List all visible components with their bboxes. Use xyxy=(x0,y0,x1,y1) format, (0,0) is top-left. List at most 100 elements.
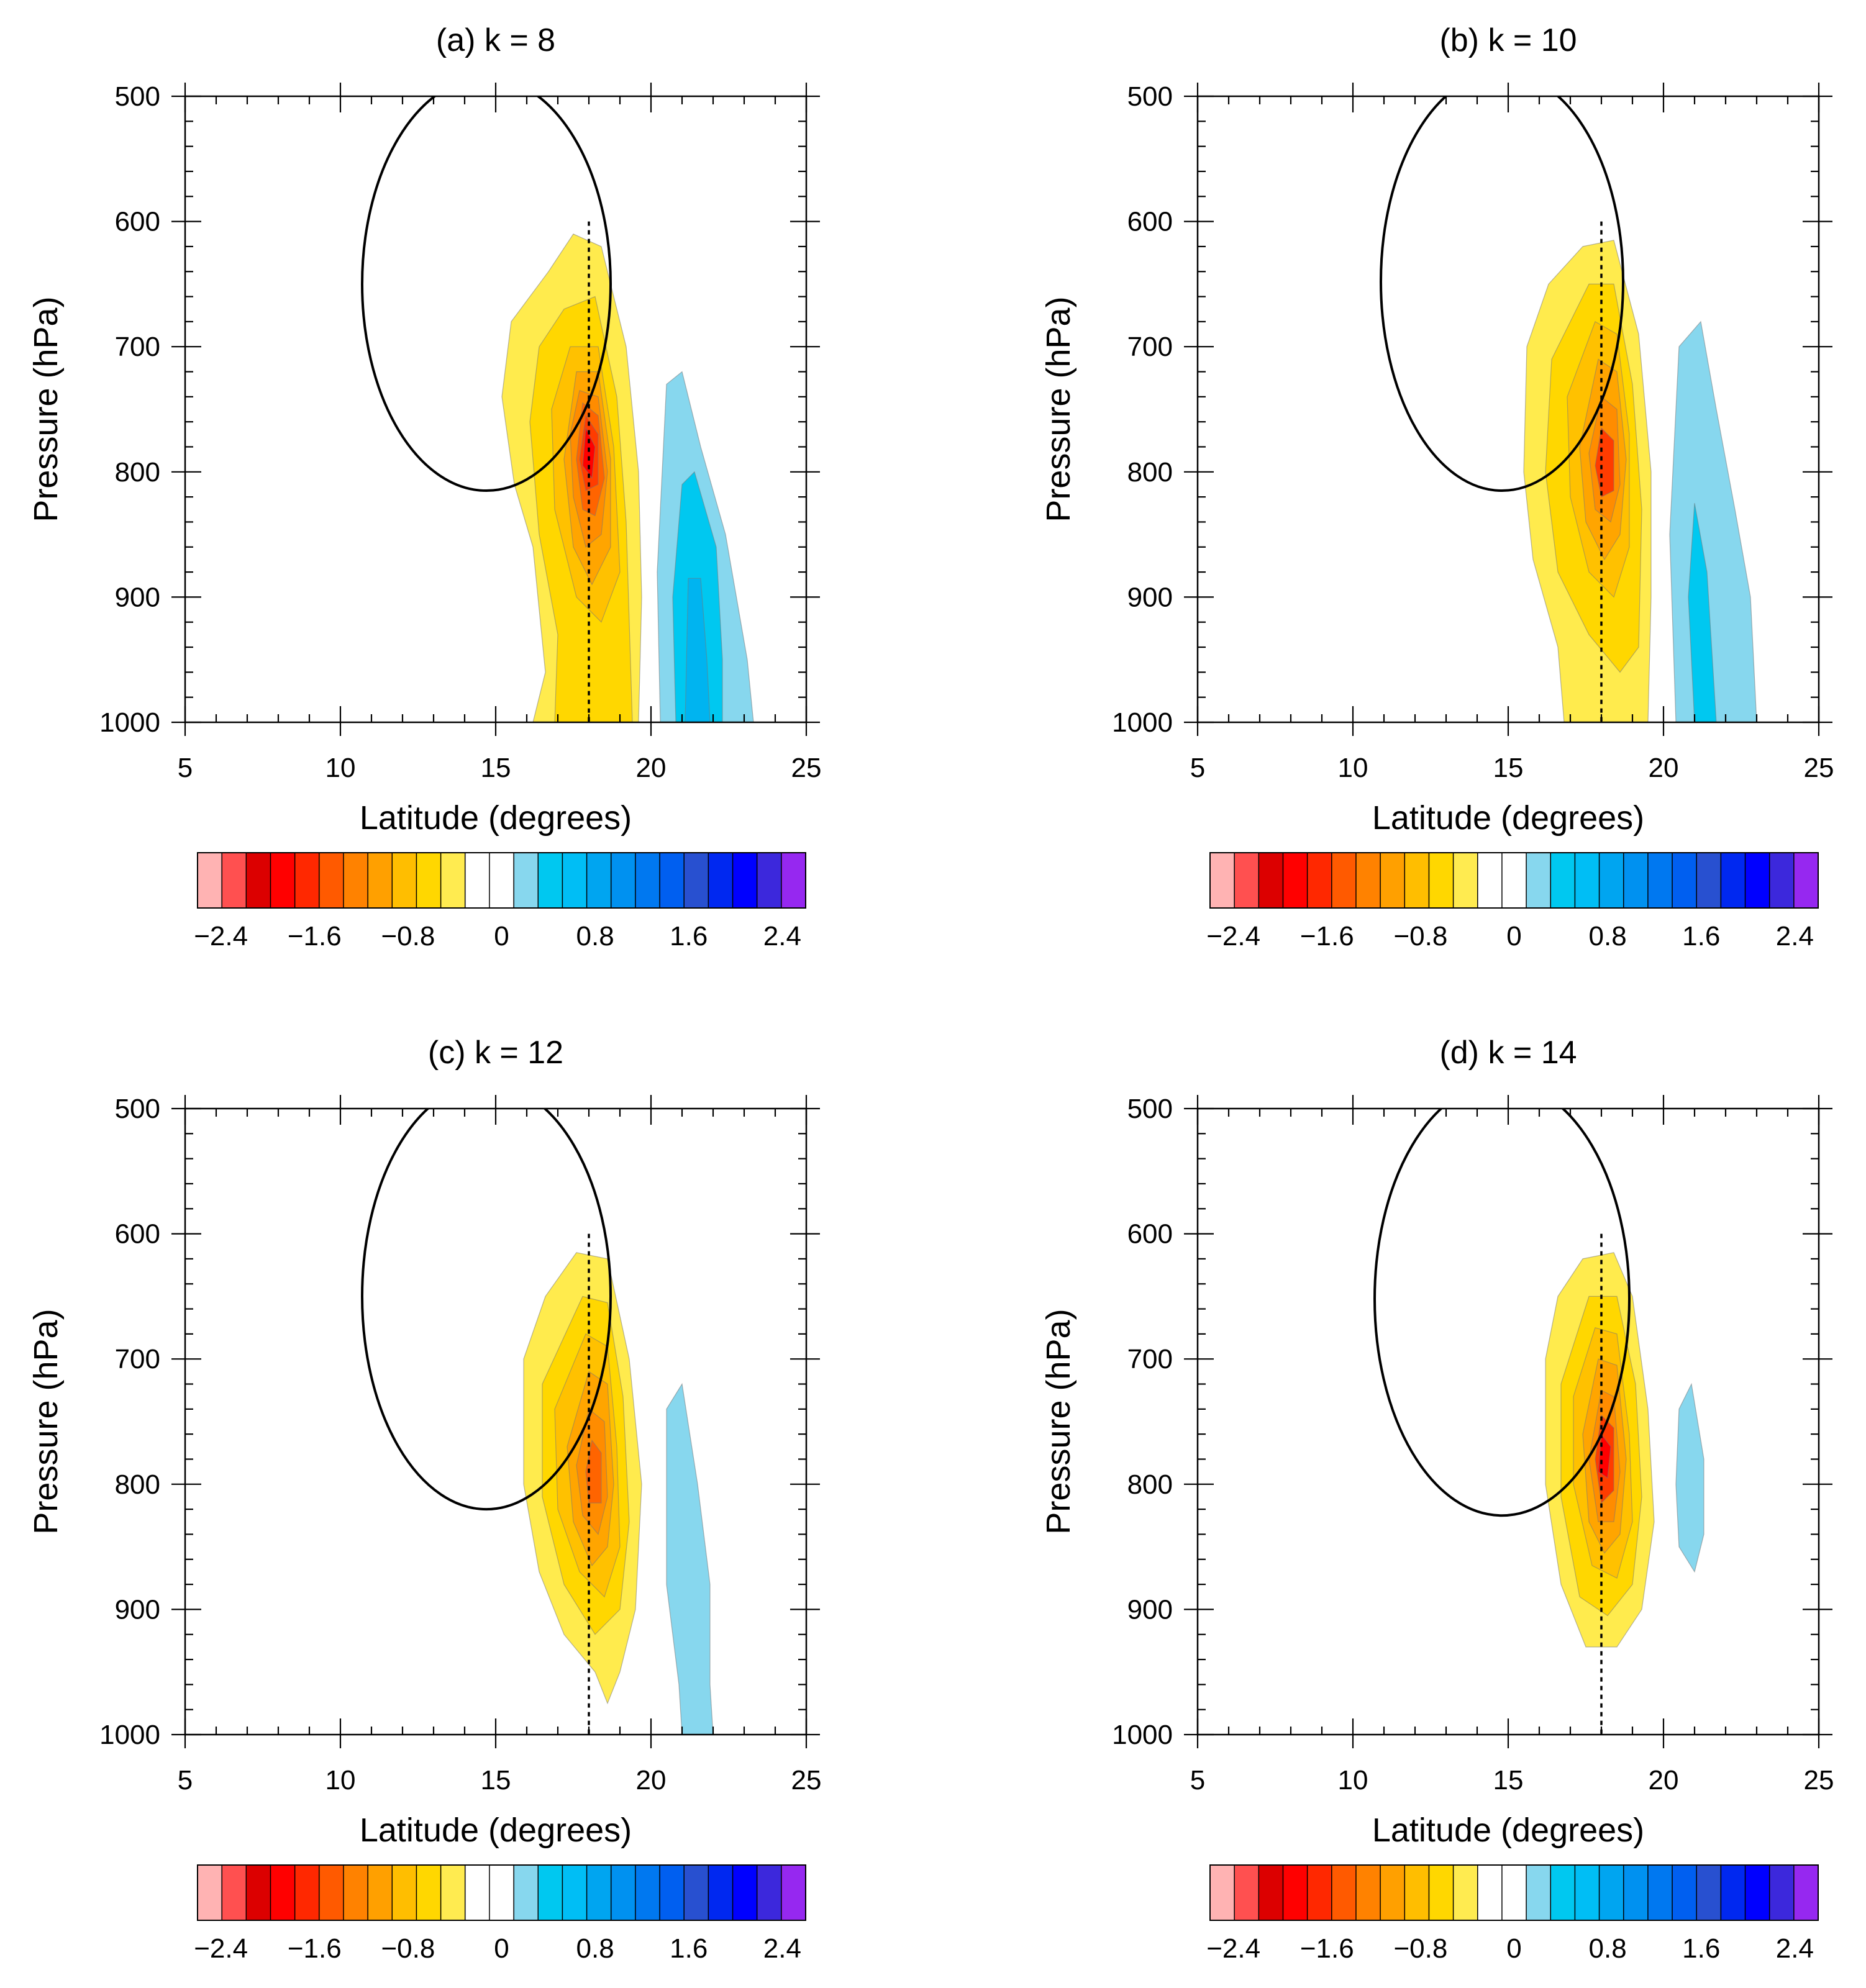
x-tick-label: 25 xyxy=(791,1765,822,1795)
colorbar-swatch xyxy=(343,1865,368,1920)
colorbar-swatch xyxy=(611,1865,636,1920)
colorbar-swatch xyxy=(1793,1865,1819,1920)
colorbar-swatch xyxy=(1550,1865,1575,1920)
colorbar-tick-label: 0.8 xyxy=(576,1933,614,1964)
y-tick-label: 1000 xyxy=(1112,707,1173,738)
colorbar-swatch xyxy=(732,1865,758,1920)
y-axis-label: Pressure (hPa) xyxy=(1040,296,1077,522)
colorbar-tick-label: 1.6 xyxy=(1682,1933,1720,1964)
panel-title: (d) k = 14 xyxy=(1439,1035,1577,1071)
x-tick-label: 25 xyxy=(791,753,822,783)
colorbar-tick-label: −2.4 xyxy=(194,1933,248,1964)
panel-title: (b) k = 10 xyxy=(1439,22,1577,58)
y-tick-label: 700 xyxy=(115,1344,160,1374)
plot-frame xyxy=(1196,1107,1820,1736)
colorbar-swatch xyxy=(1380,853,1405,908)
colorbar-swatch xyxy=(1355,1865,1381,1920)
y-tick-label: 600 xyxy=(115,207,160,237)
colorbar-swatch xyxy=(635,853,660,908)
y-tick-label: 900 xyxy=(1127,1594,1173,1625)
panel-title: (a) k = 8 xyxy=(436,22,555,58)
x-axis-label: Latitude (degrees) xyxy=(1372,1812,1644,1849)
colorbar-swatch xyxy=(1307,1865,1332,1920)
colorbar-tick-label: 1.6 xyxy=(670,921,708,951)
colorbar-swatch xyxy=(708,853,734,908)
x-tick-label: 15 xyxy=(1493,1765,1524,1795)
panel-1: (b) k = 10 5 10 15 20 25 500 600 700 800 900 1000 La… xyxy=(1040,22,1834,951)
colorbar-swatch xyxy=(1234,853,1259,908)
y-tick-label: 800 xyxy=(1127,457,1173,488)
colorbar-swatch xyxy=(1745,853,1770,908)
colorbar-swatch xyxy=(270,1865,296,1920)
colorbar-tick-label: −0.8 xyxy=(381,1933,435,1964)
colorbar-swatch xyxy=(684,1865,709,1920)
colorbar-swatch xyxy=(1745,1865,1770,1920)
colorbar-tick-label: −1.6 xyxy=(1300,921,1354,951)
colorbar-tick-label: 0.8 xyxy=(1589,1933,1627,1964)
colorbar-swatch xyxy=(1550,853,1575,908)
colorbar-swatch xyxy=(368,1865,393,1920)
colorbar-swatch xyxy=(294,853,320,908)
x-axis-label: Latitude (degrees) xyxy=(360,799,632,837)
colorbar-swatch xyxy=(1210,853,1235,908)
colorbar-tick-label: 0 xyxy=(1506,921,1521,951)
colorbar-frame xyxy=(197,852,806,909)
colorbar-swatch xyxy=(1672,853,1697,908)
y-tick-label: 600 xyxy=(115,1219,160,1250)
colorbar-swatch xyxy=(1234,1865,1259,1920)
y-tick-label: 700 xyxy=(1127,1344,1173,1374)
panel-2: (c) k = 12 5 10 15 20 25 500 600 700 800 900 1000 La… xyxy=(27,1035,821,1964)
plot-area xyxy=(361,96,754,722)
colorbar-swatch xyxy=(465,853,490,908)
y-tick-label: 500 xyxy=(115,1094,160,1124)
x-tick-label: 5 xyxy=(178,1765,193,1795)
y-tick-label: 900 xyxy=(1127,582,1173,612)
colorbar-swatch xyxy=(1453,853,1478,908)
y-tick-label: 800 xyxy=(115,457,160,488)
colorbar-swatch xyxy=(246,853,271,908)
plot-area xyxy=(361,1109,714,1735)
colorbar-tick-label: 0 xyxy=(494,1933,509,1964)
colorbar-swatch xyxy=(1696,853,1721,908)
colorbar-swatch xyxy=(538,1865,563,1920)
colorbar-swatch xyxy=(660,1865,685,1920)
colorbar-swatch xyxy=(1404,1865,1429,1920)
x-tick-label: 20 xyxy=(636,753,667,783)
x-tick-label: 15 xyxy=(481,1765,511,1795)
y-axis-label: Pressure (hPa) xyxy=(1040,1309,1077,1534)
colorbar-swatch xyxy=(1647,853,1673,908)
colorbar-frame xyxy=(1209,852,1819,909)
colorbar: −2.4 −1.6 −0.8 0 0.8 1.6 2.4 xyxy=(194,1864,806,1964)
colorbar-swatch xyxy=(416,1865,442,1920)
x-tick-label: 5 xyxy=(178,753,193,783)
colorbar-swatch xyxy=(222,1865,247,1920)
plot-frame xyxy=(184,1107,808,1736)
contour-level-0p2 xyxy=(1669,320,1757,722)
y-tick-label: 1000 xyxy=(99,1720,160,1750)
vortex-ellipse xyxy=(1380,96,1624,492)
colorbar-swatch xyxy=(611,853,636,908)
y-tick-label: 600 xyxy=(1127,1219,1173,1250)
colorbar-tick-label: 0.8 xyxy=(1589,921,1627,951)
y-axis-label: Pressure (hPa) xyxy=(27,1309,65,1534)
colorbar-swatch xyxy=(392,1865,417,1920)
y-tick-label: 1000 xyxy=(99,707,160,738)
colorbar-swatch xyxy=(708,1865,734,1920)
x-tick-label: 5 xyxy=(1190,1765,1205,1795)
colorbar-swatch xyxy=(1793,853,1819,908)
x-axis-label: Latitude (degrees) xyxy=(1372,799,1644,837)
panel-3: (d) k = 14 5 10 15 20 25 500 600 700 800 900 1000 La… xyxy=(1040,1035,1834,1964)
x-tick-label: 5 xyxy=(1190,753,1205,783)
panel-0: (a) k = 8 5 10 15 20 25 500 600 700 800 900 1000 Lat… xyxy=(27,22,821,951)
colorbar-swatch xyxy=(1283,1865,1308,1920)
contour-level-0p2 xyxy=(1675,1382,1704,1573)
colorbar-swatch xyxy=(1477,853,1503,908)
colorbar-swatch xyxy=(1623,853,1649,908)
colorbar-swatch xyxy=(586,853,612,908)
colorbar-swatch xyxy=(781,1865,806,1920)
colorbar-swatch xyxy=(465,1865,490,1920)
colorbar-swatch xyxy=(489,1865,514,1920)
colorbar: −2.4 −1.6 −0.8 0 0.8 1.6 2.4 xyxy=(1206,1864,1819,1964)
y-tick-label: 700 xyxy=(1127,332,1173,362)
x-tick-label: 10 xyxy=(1338,1765,1368,1795)
